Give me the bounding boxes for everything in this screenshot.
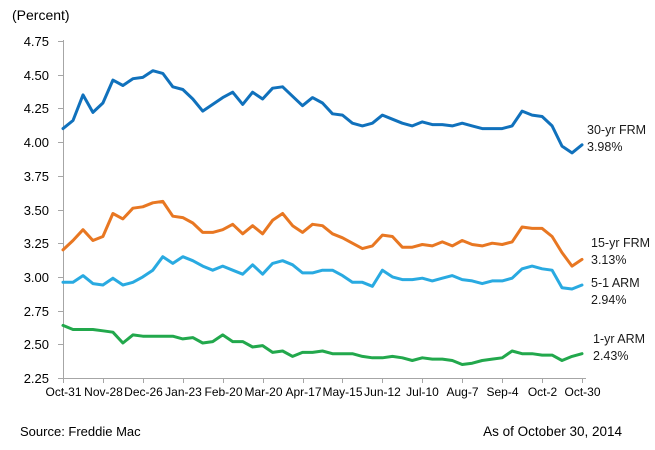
series-label-30yr-frm: 30-yr FRM 3.98% [587,122,646,156]
series-end-value: 3.13% [591,253,627,267]
svg-text:3.75: 3.75 [24,169,49,184]
svg-text:3.50: 3.50 [24,203,49,218]
series-label-1yr-arm: 1-yr ARM 2.43% [593,331,645,365]
svg-text:Dec-26: Dec-26 [124,385,163,399]
svg-text:2.50: 2.50 [24,337,49,352]
svg-text:4.50: 4.50 [24,68,49,83]
series-name: 5-1 ARM [591,276,640,290]
svg-text:May-15: May-15 [322,385,362,399]
svg-text:3.00: 3.00 [24,270,49,285]
series-end-value: 2.94% [591,293,627,307]
y-axis-units-label: (Percent) [12,7,70,23]
svg-text:Apr-17: Apr-17 [285,385,321,399]
series-name: 15-yr FRM [591,236,651,250]
series-label-5-1-arm: 5-1 ARM 2.94% [591,275,640,309]
series-label-15yr-frm: 15-yr FRM 3.13% [591,235,650,269]
svg-text:Jan-23: Jan-23 [165,385,202,399]
series-name: 1-yr ARM [593,332,646,346]
svg-text:4.00: 4.00 [24,135,49,150]
svg-text:Jul-10: Jul-10 [406,385,439,399]
svg-text:Jun-12: Jun-12 [364,385,401,399]
svg-text:Oct-30: Oct-30 [564,385,600,399]
svg-text:Oct-2: Oct-2 [528,385,558,399]
svg-text:3.25: 3.25 [24,236,49,251]
series-end-value: 2.43% [593,349,629,363]
series-name: 30-yr FRM [587,123,647,137]
svg-text:Oct-31: Oct-31 [45,385,81,399]
svg-text:4.25: 4.25 [24,101,49,116]
svg-text:Nov-28: Nov-28 [84,385,123,399]
svg-text:2.75: 2.75 [24,304,49,319]
svg-text:2.25: 2.25 [24,371,49,386]
series-end-value: 3.98% [587,140,623,154]
svg-text:Sep-4: Sep-4 [486,385,518,399]
svg-text:Mar-20: Mar-20 [244,385,282,399]
as-of-note: As of October 30, 2014 [483,424,622,439]
svg-text:4.75: 4.75 [24,34,49,49]
svg-text:Feb-20: Feb-20 [204,385,242,399]
svg-text:Aug-7: Aug-7 [446,385,478,399]
source-note: Source: Freddie Mac [20,424,141,439]
